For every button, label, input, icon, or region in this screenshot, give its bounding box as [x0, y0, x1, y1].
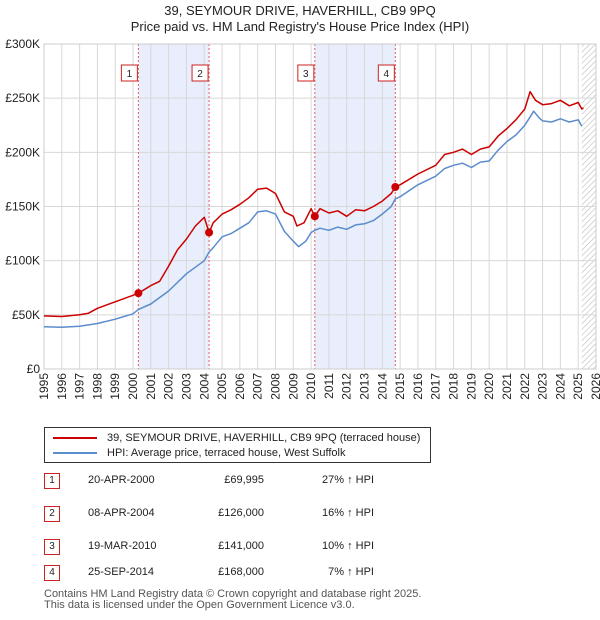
table-row: 1 20-APR-2000 £69,995 27% ↑ HPI	[44, 473, 404, 489]
footer-attribution: Contains HM Land Registry data © Crown c…	[44, 589, 421, 611]
hpi-line	[43, 110, 583, 329]
x-tick-label: 2017	[429, 373, 443, 400]
x-tick-label: 2013	[358, 373, 372, 400]
footer-line-copyright: Contains HM Land Registry data © Crown c…	[44, 588, 422, 600]
x-tick-label: 2002	[162, 373, 176, 400]
sale-point	[310, 212, 319, 221]
legend-item-property: 39, SEYMOUR DRIVE, HAVERHILL, CB9 9PQ (t…	[53, 431, 420, 445]
legend-line-hpi-swatch	[53, 452, 97, 454]
sale-point	[391, 183, 400, 191]
chart-subtitle: Price paid vs. HM Land Registry's House …	[130, 19, 470, 34]
y-tick-label: £50K	[12, 308, 40, 322]
transaction-date: 19-MAR-2010	[88, 540, 157, 552]
chart-title: 39, SEYMOUR DRIVE, HAVERHILL, CB9 9PQ	[164, 3, 436, 18]
sale-number-label: 2	[197, 69, 203, 80]
footer-line-licence: This data is licensed under the Open Gov…	[44, 599, 355, 611]
y-tick-label: £300K	[5, 37, 40, 51]
x-tick-label: 2008	[268, 373, 282, 400]
x-tick-label: 2018	[447, 373, 461, 400]
x-tick-label: 2015	[393, 373, 407, 400]
transaction-price: £69,995	[224, 474, 264, 486]
legend-line-property-swatch	[53, 437, 97, 439]
x-tick-label: 2026	[589, 373, 600, 400]
y-tick-label: £0	[27, 362, 41, 376]
property-price-line	[43, 90, 584, 318]
sale-number-box	[377, 64, 395, 82]
x-tick-label: 2024	[553, 373, 567, 400]
plot-frame	[43, 43, 597, 370]
transaction-date: 25-SEP-2014	[88, 566, 155, 578]
transaction-hpi-diff: 10% ↑ HPI	[322, 540, 374, 552]
transaction-date: 20-APR-2000	[88, 474, 155, 486]
x-tick-label: 1995	[37, 373, 51, 400]
x-tick-label: 2009	[286, 373, 300, 400]
y-tick-label: £150K	[5, 200, 40, 214]
x-tick-label: 2010	[304, 373, 318, 400]
x-tick-label: 2020	[482, 373, 496, 400]
x-tick-label: 2003	[179, 373, 193, 400]
transaction-hpi-diff: 7% ↑ HPI	[328, 566, 374, 578]
transaction-price: £141,000	[218, 540, 264, 552]
sale-number-label: 1	[127, 69, 133, 80]
legend-label-hpi: HPI: Average price, terraced house, West…	[107, 447, 346, 459]
chart-legend: 39, SEYMOUR DRIVE, HAVERHILL, CB9 9PQ (t…	[44, 427, 431, 463]
transaction-number: 1	[44, 473, 60, 489]
price-chart: 1 2 3 4 £0 £50K £100K £150K £200K £250K £300K 1995 1…	[5, 37, 600, 400]
sale-number-box	[120, 64, 138, 82]
x-tick-label: 1998	[90, 373, 104, 400]
y-tick-label: £200K	[5, 145, 40, 159]
x-tick-label: 2021	[500, 373, 514, 400]
table-row: 3 19-MAR-2010 £141,000 10% ↑ HPI	[44, 539, 404, 555]
x-tick-label: 2011	[322, 373, 336, 399]
transaction-date: 08-APR-2004	[88, 507, 155, 519]
sale-number-label: 4	[384, 69, 390, 80]
legend-label-property: 39, SEYMOUR DRIVE, HAVERHILL, CB9 9PQ (t…	[107, 432, 421, 444]
transaction-number: 3	[44, 539, 60, 555]
x-tick-label: 1996	[55, 373, 69, 400]
x-tick-label: 2025	[571, 373, 585, 400]
sale-number-box	[191, 64, 209, 82]
x-tick-label: 2012	[340, 373, 354, 400]
sale-number-label: 3	[303, 69, 309, 80]
sale-point	[205, 228, 214, 237]
legend-item-hpi: HPI: Average price, terraced house, West…	[53, 446, 345, 460]
y-tick-label: £100K	[5, 254, 40, 268]
sale-number-box	[297, 64, 315, 82]
x-tick-label: 2000	[126, 373, 140, 400]
x-tick-label: 2005	[215, 373, 229, 400]
transaction-price: £168,000	[218, 566, 264, 578]
transaction-number: 4	[44, 565, 60, 581]
transaction-number: 2	[44, 506, 60, 522]
x-tick-label: 2016	[411, 373, 425, 400]
x-tick-label: 2007	[251, 373, 265, 400]
x-tick-label: 2014	[375, 373, 389, 400]
table-row: 4 25-SEP-2014 £168,000 7% ↑ HPI	[44, 565, 404, 581]
x-tick-label: 2022	[518, 373, 532, 400]
x-tick-label: 2019	[464, 373, 478, 400]
transaction-hpi-diff: 27% ↑ HPI	[322, 474, 374, 486]
x-tick-label: 2006	[233, 373, 247, 400]
sale-point	[134, 289, 143, 298]
x-tick-label: 1999	[108, 373, 122, 400]
transaction-price: £126,000	[218, 507, 264, 519]
x-tick-label: 1997	[73, 373, 87, 400]
x-tick-label: 2004	[197, 373, 211, 400]
table-row: 2 08-APR-2004 £126,000 16% ↑ HPI	[44, 506, 404, 522]
x-tick-label: 2001	[144, 373, 158, 400]
x-tick-label: 2023	[536, 373, 550, 400]
y-tick-label: £250K	[5, 91, 40, 105]
transaction-hpi-diff: 16% ↑ HPI	[322, 507, 374, 519]
